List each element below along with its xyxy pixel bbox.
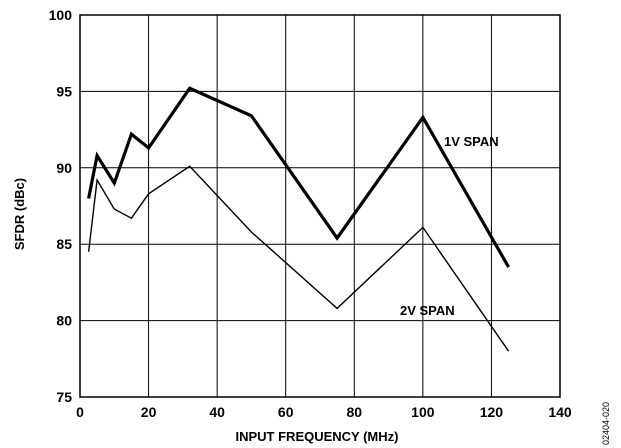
- figure-id: 02404-020: [601, 402, 611, 445]
- y-tick-label: 80: [56, 313, 72, 329]
- series-label-1v-span: 1V SPAN: [444, 134, 499, 149]
- y-tick-label: 75: [56, 389, 72, 405]
- series-line-1v-span: [87, 86, 510, 268]
- grid: [80, 15, 560, 397]
- x-tick-label: 120: [480, 404, 504, 420]
- x-tick-label: 0: [76, 404, 84, 420]
- tick-labels: 0 20 40 60 80 100 120 140 75 80 85 90 95 100: [49, 7, 572, 420]
- plot-frame: [79, 14, 561, 398]
- series-lines: [87, 86, 510, 352]
- x-tick-label: 20: [141, 404, 157, 420]
- series-label-2v-span: 2V SPAN: [400, 303, 455, 318]
- series-line-2v-span: [87, 165, 510, 352]
- x-tick-label: 140: [548, 404, 572, 420]
- x-tick-label: 80: [346, 404, 362, 420]
- y-axis-title: SFDR (dBc): [12, 178, 27, 250]
- x-tick-label: 100: [411, 404, 435, 420]
- x-tick-label: 60: [278, 404, 294, 420]
- x-tick-label: 40: [209, 404, 225, 420]
- y-tick-label: 85: [56, 236, 72, 252]
- y-tick-label: 95: [56, 83, 72, 99]
- y-tick-label: 100: [49, 7, 73, 23]
- y-tick-label: 90: [56, 160, 72, 176]
- x-axis-title: INPUT FREQUENCY (MHz): [236, 429, 399, 444]
